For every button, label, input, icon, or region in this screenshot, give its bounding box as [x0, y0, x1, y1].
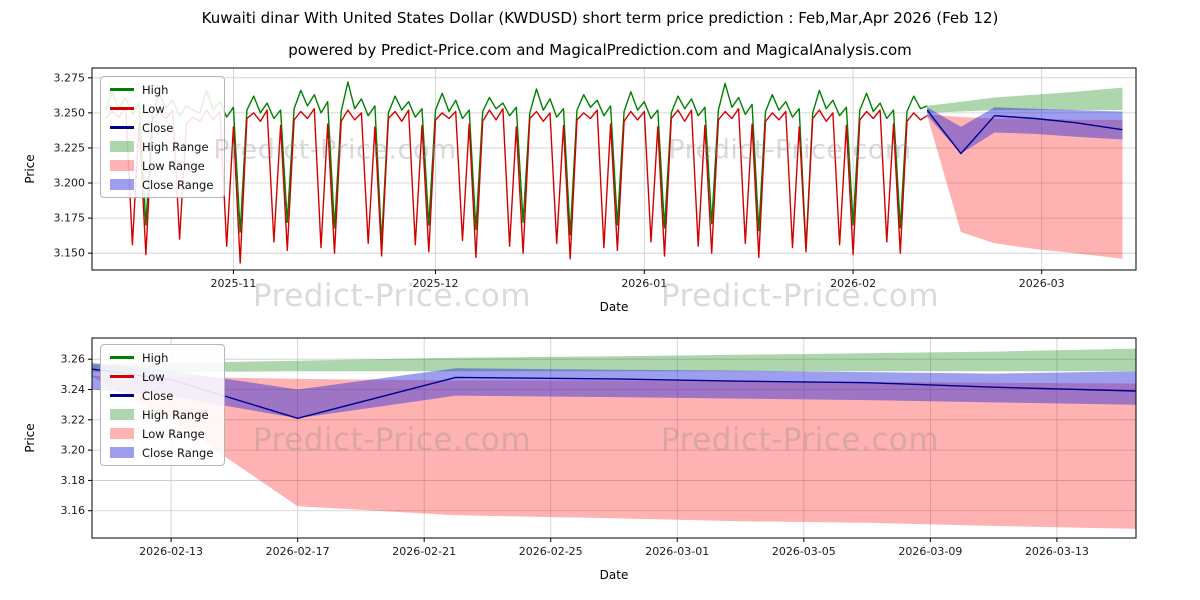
plot-border [91, 337, 1137, 539]
legend-line-swatch [110, 126, 134, 129]
plot-border [91, 67, 1137, 271]
legend-label: High Range [142, 139, 209, 154]
y-tick-label: 3.150 [54, 247, 86, 260]
legend-line-swatch [110, 375, 134, 378]
legend-label: Low Range [142, 158, 205, 173]
series-high-line [104, 81, 928, 250]
legend-line-swatch [110, 107, 134, 110]
x-tick-label: 2026-03 [1019, 277, 1065, 290]
y-axis-label: Price [23, 423, 37, 452]
y-tick-label: 3.16 [61, 504, 86, 517]
legend-patch-swatch [110, 447, 134, 458]
x-tick-label: 2026-02 [830, 277, 876, 290]
legend-item: Close Range [110, 445, 213, 460]
y-tick-label: 3.225 [54, 141, 86, 154]
x-tick-label: 2026-03-13 [1025, 545, 1089, 558]
y-tick-label: 3.18 [61, 474, 86, 487]
legend-patch-swatch [110, 409, 134, 420]
y-tick-label: 3.200 [54, 177, 86, 190]
y-tick-label: 3.20 [61, 444, 86, 457]
legend-patch-swatch [110, 141, 134, 152]
legend-label: Close [142, 388, 174, 403]
y-tick-label: 3.250 [54, 106, 86, 119]
x-tick-label: 2026-03-05 [772, 545, 836, 558]
legend-item: High [110, 350, 213, 365]
x-tick-label: 2026-02-21 [392, 545, 456, 558]
x-axis-label: Date [600, 568, 629, 582]
legend-item: High [110, 82, 213, 97]
page-title: Kuwaiti dinar With United States Dollar … [201, 9, 999, 27]
bottom-chart-legend: High Low Close High Range Low Range Close Ran… [100, 344, 226, 466]
legend-label: Close [142, 120, 174, 135]
x-tick-label: 2025-11 [210, 277, 256, 290]
legend-line-swatch [110, 394, 134, 397]
top-chart-legend: High Low Close High Range Low Range Close Ran… [100, 76, 226, 198]
band-low-range [927, 114, 1123, 259]
y-tick-label: 3.175 [54, 212, 86, 225]
legend-item: Close [110, 388, 213, 403]
legend-label: High Range [142, 407, 209, 422]
x-tick-label: 2026-02-17 [266, 545, 330, 558]
legend-label: Close Range [142, 177, 214, 192]
legend-label: Close Range [142, 445, 214, 460]
x-axis-label: Date [600, 300, 629, 314]
prediction-zoom-chart: 2026-02-13 2026-02-17 2026-02-21 2026-02-25… [23, 337, 1137, 582]
y-tick-label: 3.24 [61, 383, 86, 396]
legend-item: Low [110, 369, 213, 384]
series-low-line [104, 106, 928, 264]
x-tick-label: 2026-03-09 [898, 545, 962, 558]
legend-item: Low Range [110, 426, 213, 441]
band-low-range [92, 375, 1136, 529]
legend-item: Low Range [110, 158, 213, 173]
legend-line-swatch [110, 88, 134, 91]
legend-label: Low [142, 101, 165, 116]
legend-label: High [142, 82, 169, 97]
legend-item: Close [110, 120, 213, 135]
band-high-range [92, 348, 1136, 373]
legend-label: High [142, 350, 169, 365]
y-axis-label: Price [23, 154, 37, 183]
series-close-line [926, 109, 1123, 155]
legend-line-swatch [110, 356, 134, 359]
x-tick-label: 2026-03-01 [645, 545, 709, 558]
x-tick-label: 2026-02-13 [139, 545, 203, 558]
band-close-range [927, 107, 1123, 154]
y-tick-label: 3.22 [61, 413, 86, 426]
y-tick-label: 3.26 [61, 353, 86, 366]
legend-label: Low [142, 369, 165, 384]
x-tick-label: 2025-12 [413, 277, 459, 290]
page-subtitle: powered by Predict-Price.com and Magical… [288, 41, 912, 59]
band-high-range [927, 87, 1123, 113]
legend-label: Low Range [142, 426, 205, 441]
x-tick-label: 2026-01 [621, 277, 667, 290]
legend-patch-swatch [110, 160, 134, 171]
plot-area [92, 338, 1136, 538]
legend-item: Close Range [110, 177, 213, 192]
legend-patch-swatch [110, 428, 134, 439]
legend-item: High Range [110, 139, 213, 154]
history-and-prediction-chart: 2025-11 2025-12 2026-01 2026-02 2026-03 3.150… [23, 67, 1137, 314]
legend-item: Low [110, 101, 213, 116]
y-tick-label: 3.275 [54, 71, 86, 84]
legend-patch-swatch [110, 179, 134, 190]
x-tick-label: 2026-02-25 [519, 545, 583, 558]
legend-item: High Range [110, 407, 213, 422]
